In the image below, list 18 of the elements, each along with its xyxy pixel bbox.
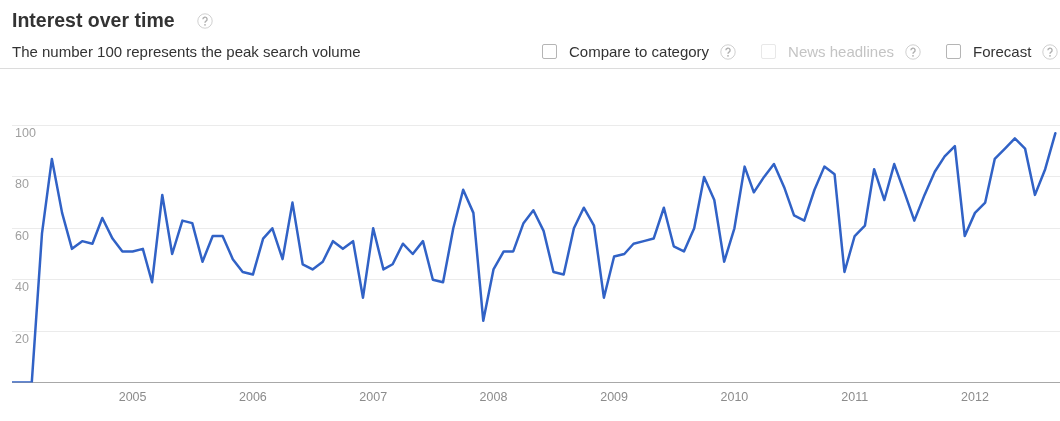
x-tick-label: 2008 [479,390,508,405]
x-tick-label: 2005 [118,390,147,405]
chart-subtitle: The number 100 represents the peak search volume [12,43,361,60]
x-tick-label: 2009 [600,390,629,405]
y-tick-label: 20 [15,331,29,346]
y-tick-label: 80 [15,177,29,192]
text: Compare to category [569,43,710,60]
text: Forecast [972,43,1032,60]
chart-title: Interest over time [12,9,175,32]
x-tick-label: 2010 [720,390,749,405]
y-tick-label: 60 [15,228,29,243]
x-tick-label: 2011 [841,390,869,405]
y-tick-label: 40 [15,280,29,295]
x-tick-label: 2012 [961,390,989,405]
x-tick-label: 2007 [359,390,388,405]
x-tick-label: 2006 [239,390,267,405]
y-tick-label: 100 [15,125,36,140]
text: News headlines [788,43,894,60]
